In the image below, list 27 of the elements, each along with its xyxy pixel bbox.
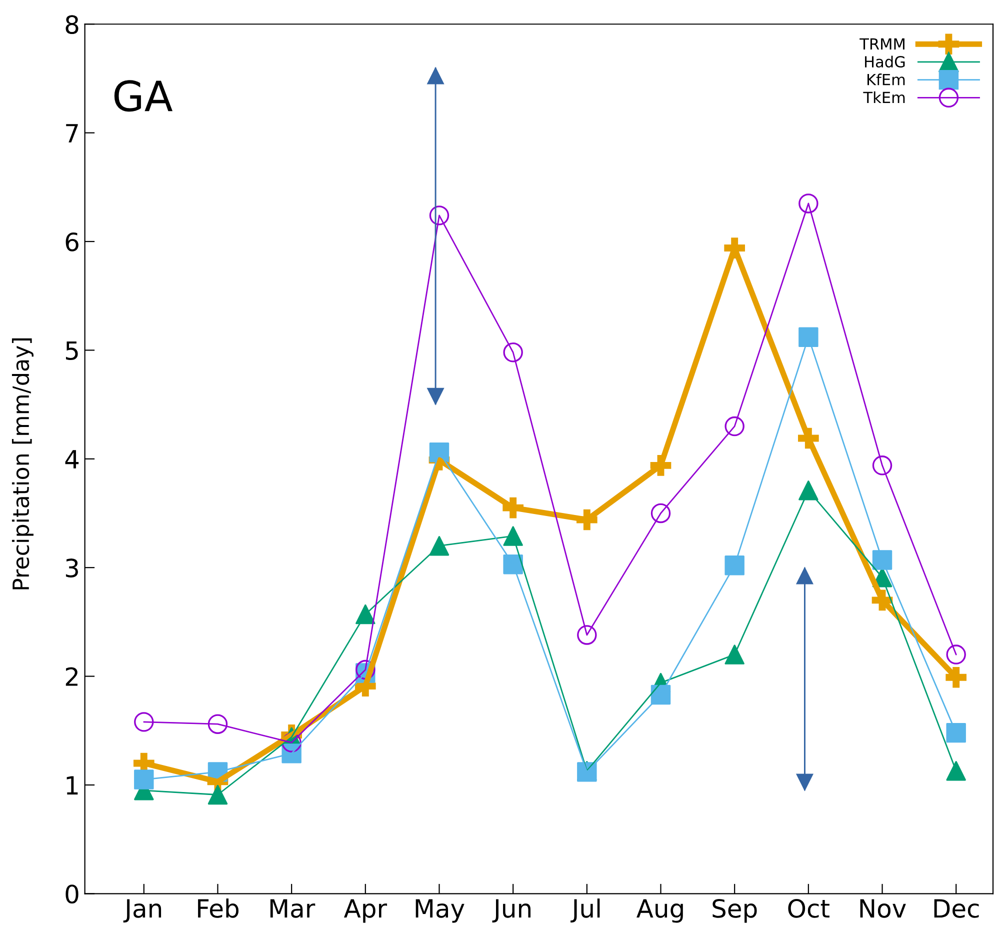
y-tick-label: 2 [66,667,78,686]
y-tick-label: 1 [66,776,78,794]
legend-label: HadG [865,56,905,68]
x-tick-label: Nov [860,899,906,918]
y-tick-label: 3 [66,558,78,578]
x-tick-label: May [416,899,464,923]
annotation: GA [114,80,173,112]
y-tick-label: 8 [66,15,78,34]
x-tick-label: Jul [570,898,600,923]
legend-label: TRMM [860,38,904,50]
y-axis-title: Precipitation [mm/day] [12,338,34,590]
x-tick-label: Jan [123,899,162,923]
y-tick-label: 0 [66,884,78,904]
x-tick-label: Feb [198,898,238,918]
x-tick-label: Jun [492,899,530,923]
x-tick-label: Aug [636,899,683,923]
y-tick-label: 5 [66,341,78,360]
x-tick-label: Apr [344,899,388,923]
y-tick-label: 7 [66,124,78,142]
x-tick-label: Mar [270,899,316,918]
x-tick-label: Sep [712,898,757,923]
y-tick-label: 6 [66,232,78,252]
x-tick-label: Dec [934,899,979,918]
legend-label: TkEm [863,91,905,104]
legend-label: KfEm [867,74,905,86]
x-tick-label: Oct [788,898,830,918]
y-tick-label: 4 [65,450,79,468]
